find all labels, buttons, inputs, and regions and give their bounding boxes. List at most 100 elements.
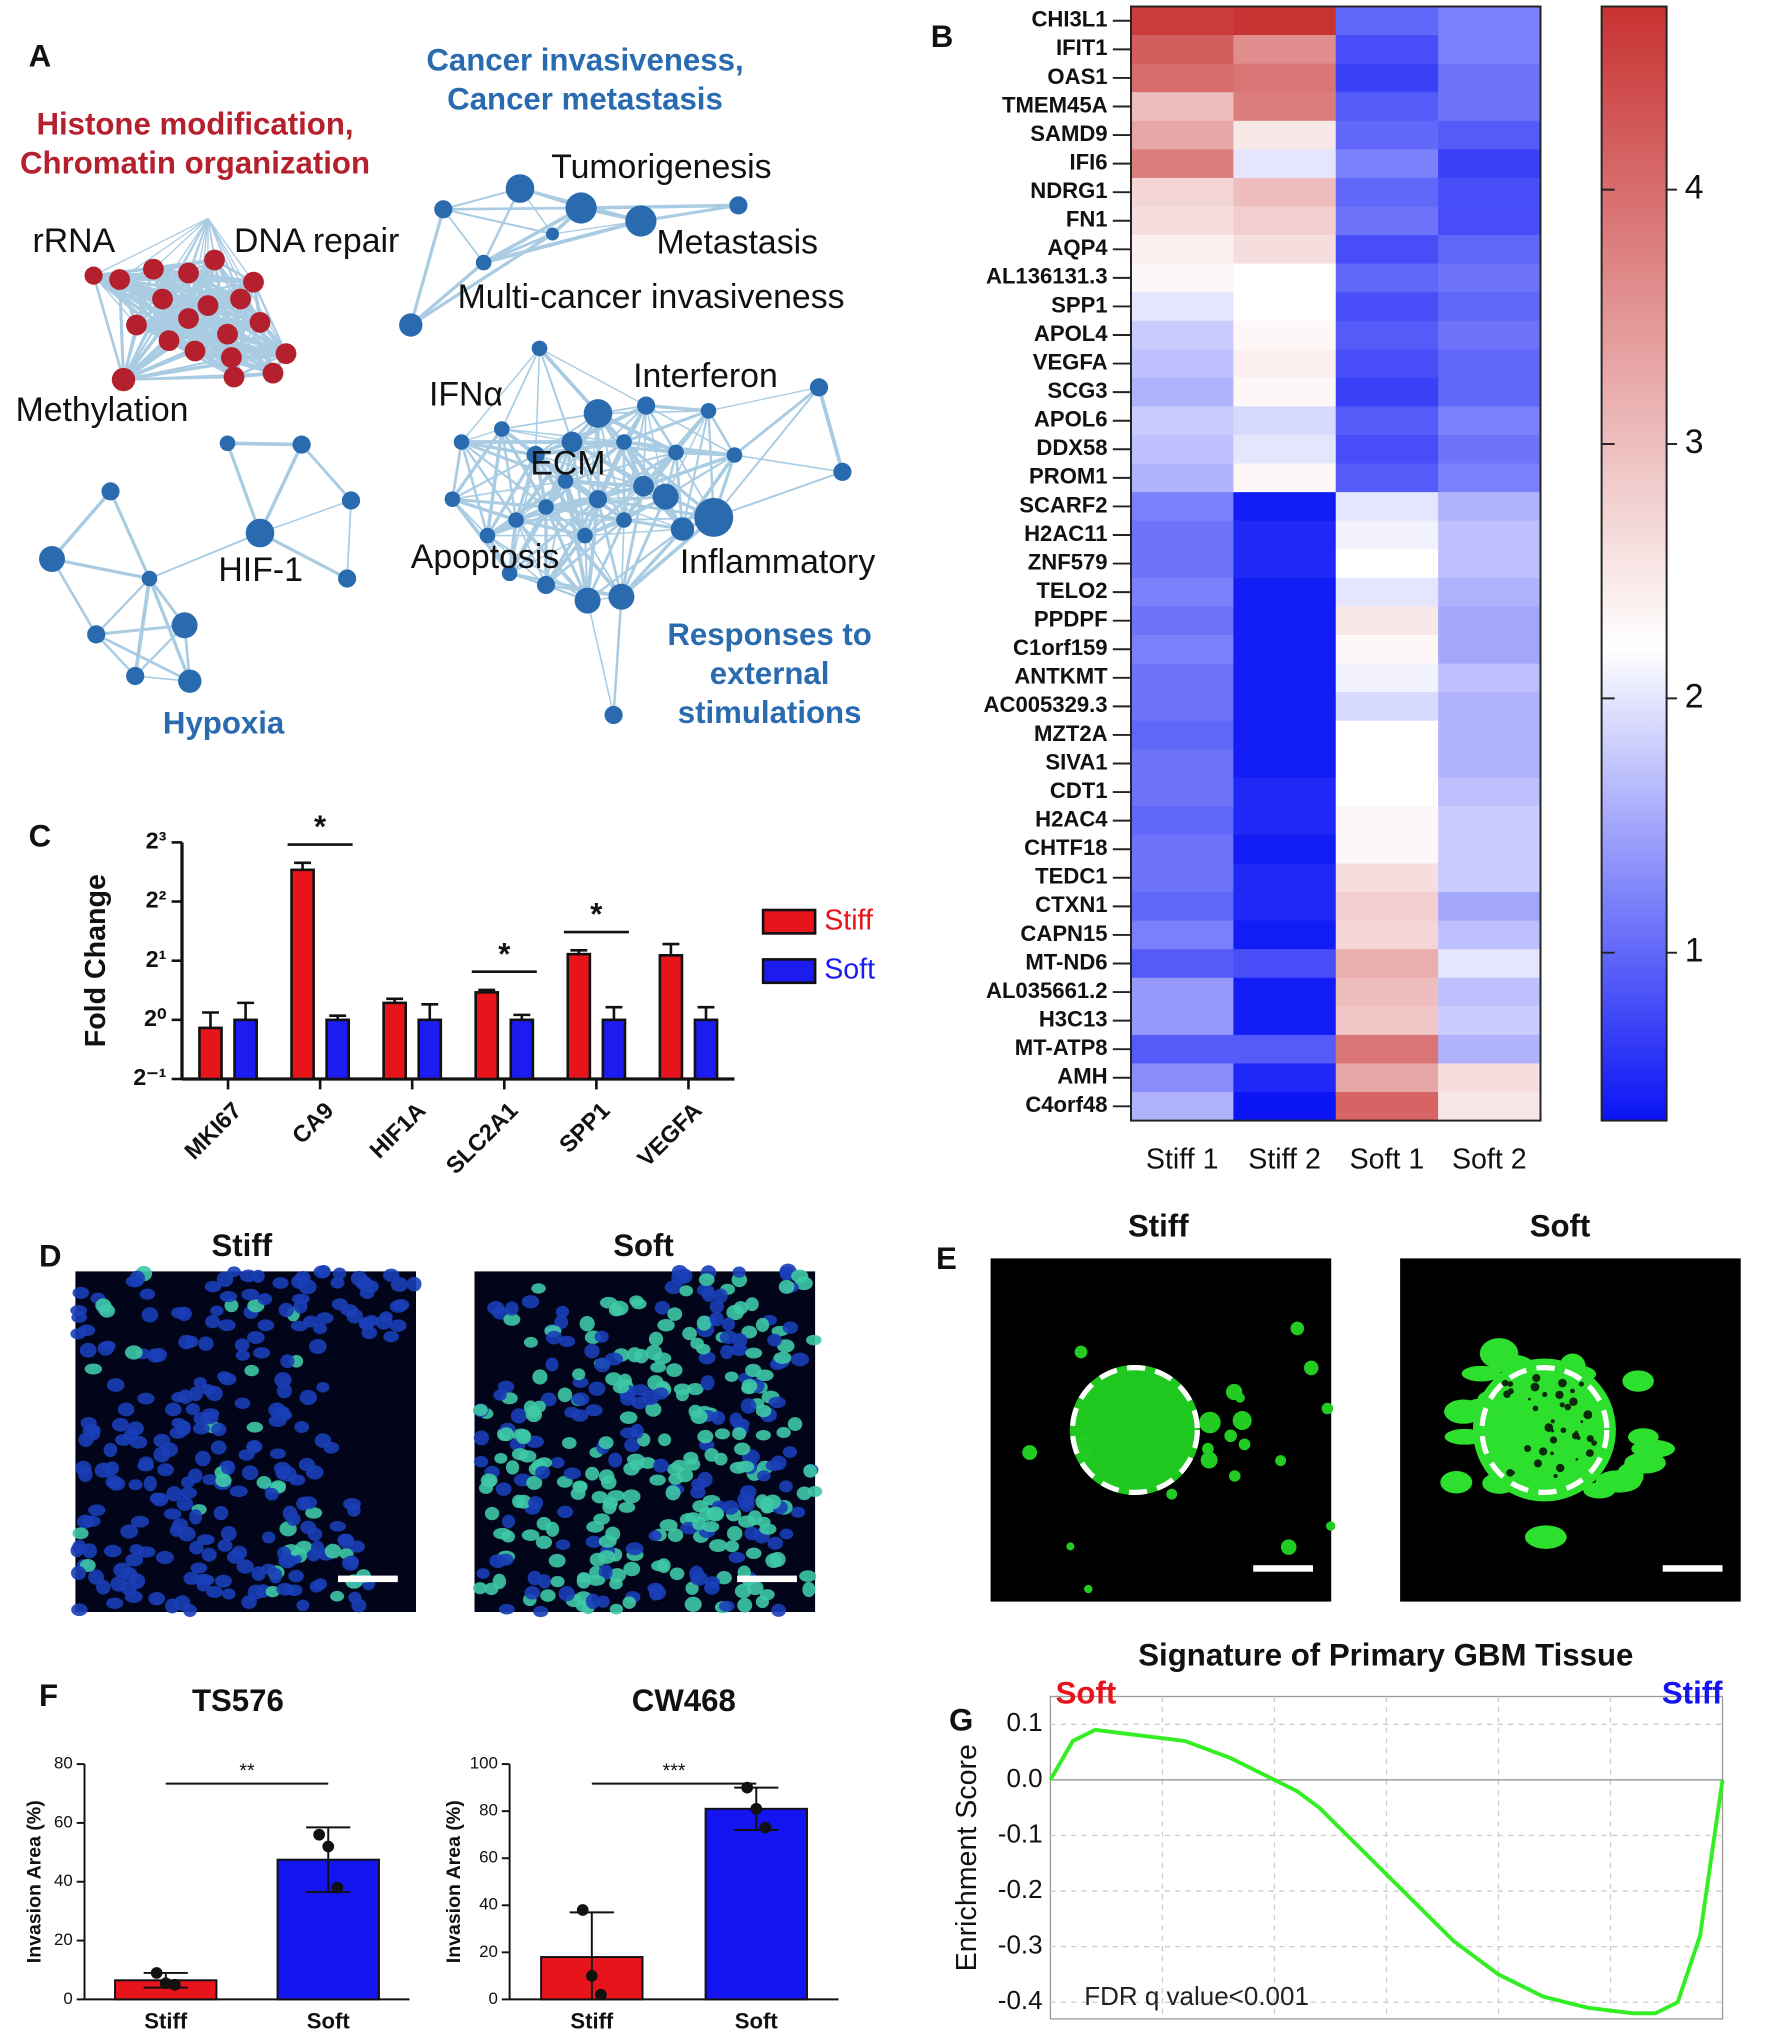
network-edge	[501, 428, 625, 443]
row-label: ANTKMT	[1014, 664, 1108, 689]
network-node	[141, 570, 158, 587]
nucleus	[657, 1318, 675, 1332]
nucleus	[779, 1480, 793, 1493]
network-edge	[544, 534, 587, 587]
legend-swatch	[761, 908, 817, 935]
heatmap-cell	[1438, 663, 1541, 693]
network-node	[453, 434, 470, 450]
nucleus	[726, 1526, 743, 1541]
nucleus	[671, 1459, 687, 1472]
row-label: AC005329.3	[984, 692, 1108, 717]
nucleus	[210, 1305, 224, 1317]
nucleus	[669, 1567, 685, 1581]
significance-label: *	[314, 809, 327, 844]
nucleus	[719, 1330, 738, 1344]
nucleus	[178, 1526, 196, 1542]
row-label: CHI3L1	[1031, 7, 1107, 32]
nucleus	[675, 1388, 690, 1402]
nucleus	[550, 1456, 565, 1469]
nucleus	[205, 1315, 221, 1329]
nucleus	[316, 1381, 330, 1393]
network-edge	[515, 518, 586, 538]
nucleus	[218, 1319, 236, 1332]
nucleus	[550, 1575, 565, 1588]
network-node	[184, 340, 206, 362]
heatmap-cell	[1233, 806, 1337, 836]
network-edge	[674, 452, 684, 530]
network-edge	[507, 519, 518, 574]
nucleus	[234, 1338, 250, 1352]
heatmap-cell	[1438, 834, 1541, 864]
cluster-title: Chromatin organization	[20, 145, 370, 180]
panel-label: G	[949, 1703, 973, 1738]
network-node	[444, 491, 461, 508]
heatmap-cell	[1335, 777, 1439, 807]
network-edge	[734, 454, 843, 473]
nucleus	[137, 1392, 155, 1405]
heatmap-cell	[1233, 663, 1337, 693]
nucleus	[82, 1423, 101, 1437]
network-node	[262, 362, 284, 384]
nucleus	[527, 1570, 542, 1586]
nucleus	[236, 1559, 254, 1574]
nucleus	[577, 1572, 591, 1584]
cell-blob	[1202, 1442, 1214, 1455]
network-node	[561, 431, 583, 453]
cell-gap	[1544, 1423, 1554, 1432]
network-edge	[508, 506, 548, 575]
nucleus	[99, 1304, 116, 1318]
network-edge	[486, 479, 567, 537]
heatmap-cell	[1335, 892, 1439, 922]
nucleus	[729, 1412, 743, 1428]
panel-label: B	[931, 19, 954, 54]
cell-gap	[1530, 1382, 1540, 1392]
nucleus	[82, 1515, 101, 1527]
x-tick-label: Stiff	[144, 2009, 188, 2034]
network-edge	[147, 577, 192, 682]
nucleus	[219, 1291, 238, 1303]
nucleus	[117, 1402, 135, 1417]
legend-swatch	[761, 958, 817, 985]
network-edge	[545, 441, 625, 508]
nucleus	[737, 1597, 753, 1613]
x-tick-label: Soft	[307, 2009, 351, 2034]
row-label: APOL6	[1034, 407, 1108, 432]
nucleus	[473, 1404, 488, 1416]
nucleus	[790, 1506, 806, 1518]
nucleus	[545, 1357, 559, 1372]
network-node	[608, 583, 635, 610]
nucleus	[195, 1450, 211, 1467]
column-label: Soft 2	[1452, 1143, 1527, 1175]
network-node	[221, 347, 242, 368]
nucleus	[227, 1266, 241, 1278]
nucleus	[305, 1507, 323, 1519]
heatmap-cell	[1233, 349, 1337, 379]
network-edge	[483, 219, 642, 265]
network-node	[809, 378, 829, 397]
network-edge	[665, 454, 736, 498]
nucleus	[745, 1547, 762, 1560]
heatmap-cell	[1131, 863, 1234, 893]
cell-gap	[1569, 1397, 1578, 1406]
nucleus	[747, 1510, 763, 1526]
nucleus	[189, 1509, 203, 1525]
heatmap-cell	[1131, 292, 1234, 322]
nucleus	[668, 1473, 683, 1485]
nucleus	[745, 1347, 763, 1359]
nucleus	[94, 1462, 113, 1478]
heatmap-cell	[1233, 520, 1337, 550]
nucleus	[176, 1306, 192, 1321]
line-series	[1048, 1727, 1725, 2016]
network-edge	[460, 347, 541, 443]
y-tick-label: 2¹	[146, 946, 167, 972]
nucleus	[247, 1584, 265, 1600]
heatmap-cell	[1335, 463, 1439, 493]
nucleus	[591, 1490, 608, 1504]
network-edge	[544, 412, 600, 508]
nucleus	[778, 1279, 795, 1294]
heatmap-cell	[1438, 177, 1541, 207]
nucleus	[157, 1463, 174, 1477]
network-node	[726, 447, 743, 463]
nucleus	[257, 1293, 273, 1306]
